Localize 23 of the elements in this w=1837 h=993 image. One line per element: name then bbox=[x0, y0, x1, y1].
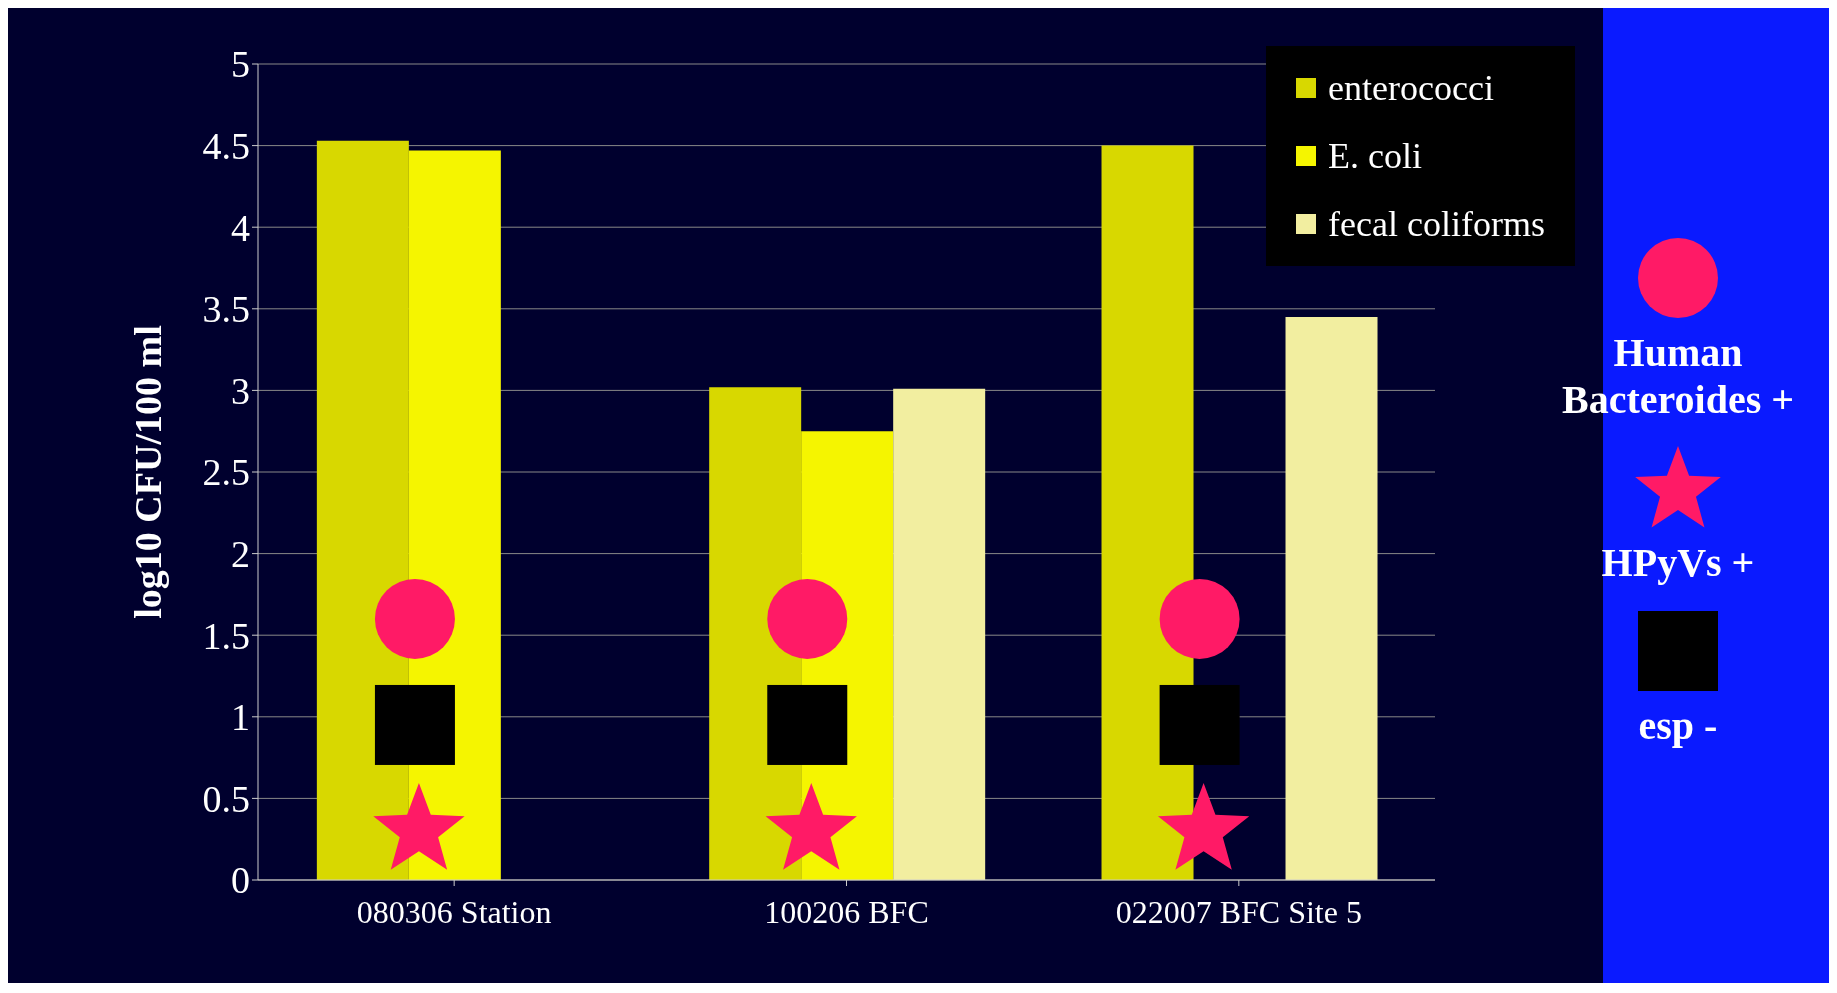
legend-label: fecal coliforms bbox=[1328, 203, 1545, 245]
legend-label: enterococci bbox=[1328, 67, 1494, 109]
y-tick-label: 5 bbox=[231, 43, 250, 86]
legend-label: E. coli bbox=[1328, 135, 1423, 177]
y-tick-label: 3.5 bbox=[202, 288, 250, 331]
bar bbox=[1285, 316, 1378, 880]
y-tick-label: 0.5 bbox=[202, 777, 250, 820]
y-tick-label: 0 bbox=[231, 859, 250, 902]
bar bbox=[316, 140, 409, 880]
y-tick-label: 4.5 bbox=[202, 125, 250, 168]
bar bbox=[893, 388, 986, 880]
x-tick-label: 080306 Station bbox=[356, 893, 552, 930]
y-tick-label: 3 bbox=[231, 369, 250, 412]
y-axis-title: log10 CFU/100 ml bbox=[127, 325, 170, 619]
y-tick-label: 4 bbox=[231, 206, 250, 249]
y-tick-label: 1 bbox=[231, 696, 250, 739]
y-tick-label: 2.5 bbox=[202, 451, 250, 494]
y-tick-label: 2 bbox=[231, 533, 250, 576]
x-tick-label: 022007 BFC Site 5 bbox=[1115, 893, 1362, 930]
text: esp - bbox=[1637, 702, 1719, 749]
bar bbox=[1101, 145, 1194, 880]
x-tick-label: 100206 BFC bbox=[764, 893, 929, 930]
y-tick-label: 1.5 bbox=[202, 614, 250, 657]
